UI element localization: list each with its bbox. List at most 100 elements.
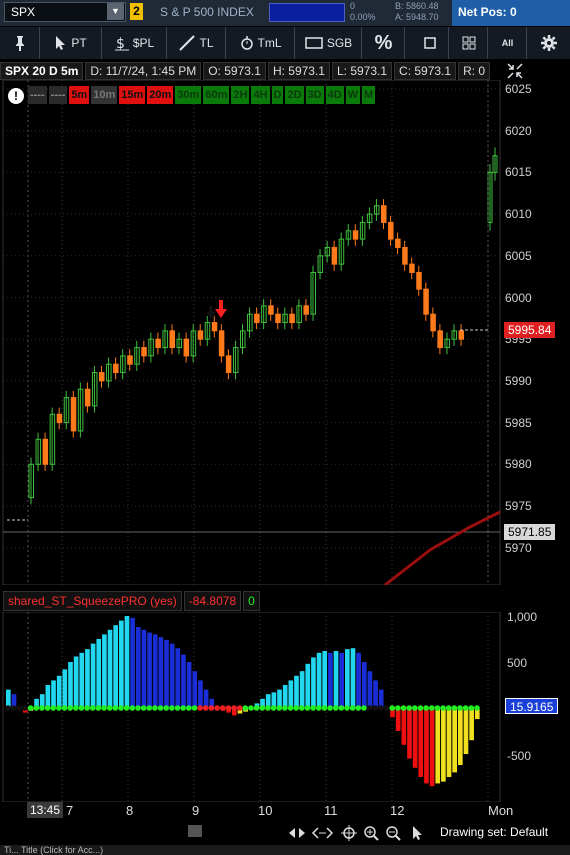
candle-body bbox=[77, 388, 84, 432]
scrollbar-thumb[interactable] bbox=[188, 825, 202, 837]
candle-body bbox=[317, 255, 324, 273]
info-icon[interactable]: ! bbox=[8, 88, 24, 104]
scroll-right-icon[interactable] bbox=[299, 828, 305, 838]
time-tick: 10 bbox=[258, 803, 273, 818]
candle-body bbox=[268, 305, 274, 315]
candle-body bbox=[225, 355, 232, 374]
timeframe-cell: D bbox=[271, 86, 284, 104]
squeeze-dot bbox=[16, 705, 23, 711]
histogram-bar bbox=[339, 652, 344, 708]
timeframe-cell: ---- bbox=[28, 86, 47, 104]
grid-layout-button[interactable] bbox=[450, 27, 488, 59]
squeeze-dot bbox=[78, 705, 85, 711]
single-layout-button[interactable] bbox=[411, 27, 449, 59]
candle-body bbox=[254, 313, 260, 324]
pin-button[interactable] bbox=[0, 27, 40, 59]
rectangle-icon bbox=[305, 37, 323, 49]
timeframe-cell: M bbox=[362, 86, 376, 104]
price-chart[interactable] bbox=[0, 80, 570, 585]
bar-date: D: 11/7/24, 1:45 PM bbox=[85, 62, 202, 80]
indicator-current-tag: 15.9165 bbox=[505, 698, 559, 714]
symbol-dropdown-icon[interactable]: ▼ bbox=[107, 3, 124, 20]
histogram-bar bbox=[328, 652, 333, 708]
symbol-description: S & P 500 INDEX bbox=[160, 5, 254, 19]
all-button[interactable]: All bbox=[489, 27, 527, 59]
sgb-label: SGB bbox=[326, 36, 353, 50]
scroll-left-icon[interactable] bbox=[289, 828, 295, 838]
time-tick: 12 bbox=[390, 803, 405, 818]
squeeze-dot bbox=[89, 705, 96, 711]
collapse-chart-icon[interactable] bbox=[506, 62, 524, 80]
zoom-in-icon[interactable] bbox=[364, 826, 379, 841]
candle-body bbox=[70, 397, 77, 432]
trendline-icon bbox=[179, 35, 196, 51]
histogram-bar bbox=[56, 675, 62, 708]
histogram-bar bbox=[474, 708, 480, 720]
histogram-bar bbox=[45, 685, 51, 708]
expand-icon[interactable] bbox=[311, 827, 334, 839]
candle-body bbox=[134, 347, 140, 365]
indicator-tick: 500 bbox=[507, 656, 528, 670]
indicator-flag: 0 bbox=[243, 591, 260, 611]
histogram-bar bbox=[429, 708, 435, 787]
squeeze-dot bbox=[248, 705, 254, 711]
squeeze-dot bbox=[304, 705, 311, 711]
red-arrow-marker bbox=[215, 300, 227, 318]
squeeze-dot bbox=[451, 705, 458, 711]
squeeze-dot bbox=[270, 705, 277, 711]
time-tick: Mon bbox=[488, 803, 514, 818]
crosshair-icon[interactable] bbox=[341, 825, 357, 841]
squeeze-dot bbox=[400, 705, 407, 711]
symbol-bar: SPX ▼ 2 S & P 500 INDEX 0 0.00% B: 5860.… bbox=[0, 0, 570, 26]
squeeze-dot bbox=[27, 705, 34, 711]
percent-button[interactable]: % bbox=[363, 27, 405, 59]
candle-body bbox=[331, 246, 338, 265]
candle-body bbox=[381, 205, 387, 223]
histogram-bar bbox=[6, 689, 11, 708]
gear-icon bbox=[541, 35, 557, 51]
all-label: All bbox=[501, 38, 514, 48]
drawing-set-selector[interactable]: Drawing set: Default bbox=[440, 825, 549, 839]
candle-body bbox=[310, 271, 316, 315]
pointer-icon[interactable] bbox=[413, 826, 422, 840]
indicator-name[interactable]: shared_ST_SqueezePRO (yes) bbox=[3, 591, 182, 611]
squeeze-histogram[interactable] bbox=[0, 612, 570, 802]
svg-text:$: $ bbox=[116, 36, 125, 51]
change-pct: 0.00% bbox=[350, 12, 376, 22]
pointer-tool-button[interactable]: PT bbox=[41, 27, 102, 59]
trendline-tool-button[interactable]: TL bbox=[168, 27, 226, 59]
candle-body bbox=[84, 388, 91, 407]
squeeze-dot bbox=[372, 705, 379, 711]
pl-tool-button[interactable]: $ $PL bbox=[103, 27, 167, 59]
squeeze-dot bbox=[33, 705, 40, 711]
symbol-input[interactable]: SPX bbox=[4, 2, 126, 22]
histogram-bar bbox=[322, 650, 328, 708]
timeline-tool-button[interactable]: TmL bbox=[227, 27, 295, 59]
histogram-bar bbox=[458, 708, 463, 766]
sgb-tool-button[interactable]: SGB bbox=[296, 27, 362, 59]
squeeze-dot bbox=[327, 705, 333, 711]
histogram-bar bbox=[198, 680, 203, 708]
histogram-bar bbox=[463, 708, 469, 754]
candle-body bbox=[444, 338, 450, 349]
histogram-bar bbox=[164, 639, 169, 708]
candle-body bbox=[345, 230, 352, 240]
squeeze-dot bbox=[39, 705, 45, 711]
tl-label: TL bbox=[199, 36, 214, 50]
histogram-bar bbox=[378, 689, 384, 708]
indicator-frame bbox=[2, 612, 501, 802]
candle-body bbox=[416, 271, 422, 290]
cursor-price-tag: 5971.85 bbox=[504, 524, 556, 540]
chart-symbol[interactable]: SPX 20 D 5m bbox=[0, 62, 84, 80]
zoom-out-icon[interactable] bbox=[386, 826, 401, 841]
histogram-bar bbox=[265, 694, 271, 708]
timeframe-cell: 5m bbox=[69, 86, 90, 104]
link-group-badge[interactable]: 2 bbox=[130, 3, 143, 20]
settings-button[interactable] bbox=[528, 27, 570, 59]
squeeze-dot bbox=[440, 705, 446, 711]
candle-body bbox=[487, 171, 493, 223]
squeeze-dot bbox=[129, 705, 136, 711]
squeeze-dot bbox=[474, 705, 480, 711]
histogram-bar bbox=[452, 708, 457, 773]
indicator-tick: 1,000 bbox=[507, 610, 538, 624]
